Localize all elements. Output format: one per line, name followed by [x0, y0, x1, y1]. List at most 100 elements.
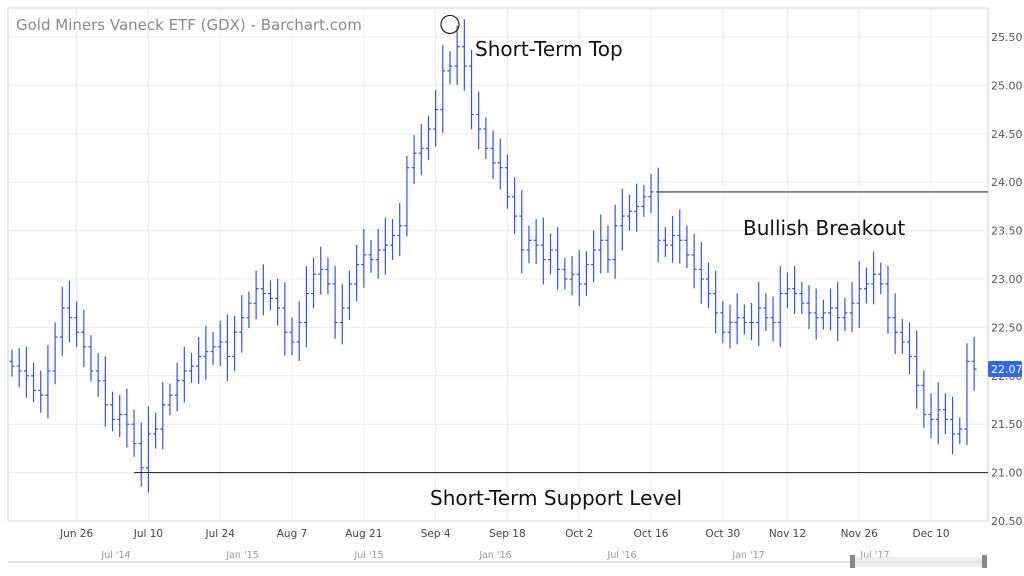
ohlc-bar [88, 335, 94, 382]
ohlc-bar [914, 330, 920, 409]
ohlc-bar [950, 396, 956, 455]
y-tick-label: 25.00 [991, 79, 1023, 92]
annotation-support-level: Short-Term Support Level [430, 486, 682, 510]
ohlc-bar [102, 356, 108, 427]
ohlc-bar [275, 278, 281, 326]
x-tick-label: Nov 12 [769, 528, 806, 540]
ohlc-bar [763, 293, 769, 332]
ohlc-bar [813, 288, 819, 340]
ohlc-bar [885, 265, 891, 334]
ohlc-bar [548, 233, 553, 275]
navigator-right-handle[interactable] [982, 555, 987, 568]
navigator-left-handle[interactable] [850, 555, 855, 568]
ohlc-bar [784, 272, 790, 309]
ohlc-bar [189, 352, 194, 383]
ohlc-bar [526, 225, 532, 264]
ohlc-bar [892, 293, 898, 355]
navigator-tick-label: Jul '16 [606, 550, 636, 561]
ohlc-bar [634, 183, 640, 232]
ohlc-bar [318, 246, 324, 295]
ohlc-bar [289, 317, 295, 356]
ohlc-bar [361, 228, 367, 288]
y-tick-label: 24.50 [991, 128, 1023, 141]
x-tick-label: Jun 26 [59, 528, 93, 540]
ohlc-bar [863, 267, 869, 304]
ohlc-bar [569, 256, 575, 296]
navigator-tick-label: Jul '17 [859, 550, 889, 561]
ohlc-bar [497, 138, 503, 190]
ohlc-bar [52, 322, 58, 385]
y-tick-label: 25.50 [991, 31, 1023, 44]
ohlc-bar [749, 303, 755, 341]
ohlc-bar [66, 280, 72, 343]
ohlc-bar [9, 349, 15, 377]
ohlc-bar [928, 393, 934, 439]
last-price-label: 22.07 [991, 363, 1023, 376]
ohlc-bar [691, 233, 697, 289]
x-tick-label: Oct 16 [634, 528, 669, 540]
y-axis: 20.5021.0021.5022.0022.5023.0023.5024.00… [991, 31, 1023, 528]
ohlc-bar [476, 91, 482, 150]
ohlc-bar [246, 291, 252, 329]
ohlc-bar [612, 204, 618, 279]
navigator-window[interactable] [851, 557, 984, 567]
ohlc-bar [670, 215, 676, 263]
ohlc-bar [217, 320, 223, 366]
navigator-tick-label: Jan '16 [478, 550, 511, 561]
ohlc-bar [339, 283, 345, 345]
ohlc-bar [296, 301, 302, 361]
chart-title: Gold Miners Vaneck ETF (GDX) - Barchart.… [16, 16, 362, 34]
ohlc-bar [878, 262, 884, 295]
ohlc-bar [705, 262, 711, 309]
ohlc-bar [964, 343, 970, 446]
ohlc-bar [160, 382, 166, 450]
ohlc-bar [504, 154, 510, 209]
ohlc-bar [124, 388, 130, 448]
x-tick-label: Oct 30 [705, 528, 740, 540]
x-tick-label: Sep 4 [421, 528, 451, 540]
ohlc-bar [540, 217, 546, 285]
ohlc-bar [332, 265, 338, 339]
ohlc-bar [469, 49, 475, 130]
ohlc-bar [346, 270, 352, 320]
ohlc-bar [576, 249, 582, 306]
ohlc-bar [210, 331, 216, 365]
ohlc-bar [842, 298, 848, 332]
last-price-box [988, 361, 1022, 378]
ohlc-bar [390, 219, 396, 260]
ohlc-bar [483, 117, 489, 159]
x-tick-label: Aug 21 [345, 528, 382, 540]
ohlc-series [9, 19, 977, 493]
x-axis: Jun 26 Jul 10 Jul 24 Aug 7 Aug 21 Sep 4 Sep 18… [59, 528, 949, 540]
y-tick-label: 24.00 [991, 176, 1023, 189]
ohlc-bar [425, 115, 431, 161]
ohlc-bar [95, 353, 101, 397]
ohlc-bar [727, 304, 733, 349]
ohlc-bar [260, 264, 266, 316]
ohlc-bar [533, 219, 539, 265]
ohlc-bar [648, 173, 654, 213]
ohlc-bar [411, 135, 417, 184]
ohlc-bar [684, 225, 690, 269]
navigator-tick-label: Jul '15 [353, 550, 383, 561]
navigator[interactable]: Jul '14 Jan '15 Jul '15 Jan '16 Jul '16 Jan '… [8, 550, 988, 568]
ohlc-bar [490, 130, 496, 180]
ohlc-bar [138, 422, 144, 487]
ohlc-bar [713, 270, 719, 334]
ohlc-bar [239, 295, 245, 353]
annotation-short-term-top: Short-Term Top [475, 37, 623, 61]
grid [8, 8, 988, 522]
short-term-top-marker [440, 14, 460, 35]
ohlc-bar [820, 299, 826, 330]
ohlc-bar [433, 90, 439, 147]
ohlc-bar [799, 281, 805, 314]
ohlc-bar [935, 382, 941, 445]
x-tick-label: Jul 24 [205, 528, 236, 540]
ohlc-bar [756, 282, 762, 346]
ohlc-bar [74, 301, 80, 347]
ohlc-bar [282, 282, 288, 356]
ohlc-bar [174, 362, 180, 412]
ohlc-bar [38, 370, 44, 413]
ohlc-bar [461, 19, 467, 91]
ohlc-bar [720, 301, 726, 343]
